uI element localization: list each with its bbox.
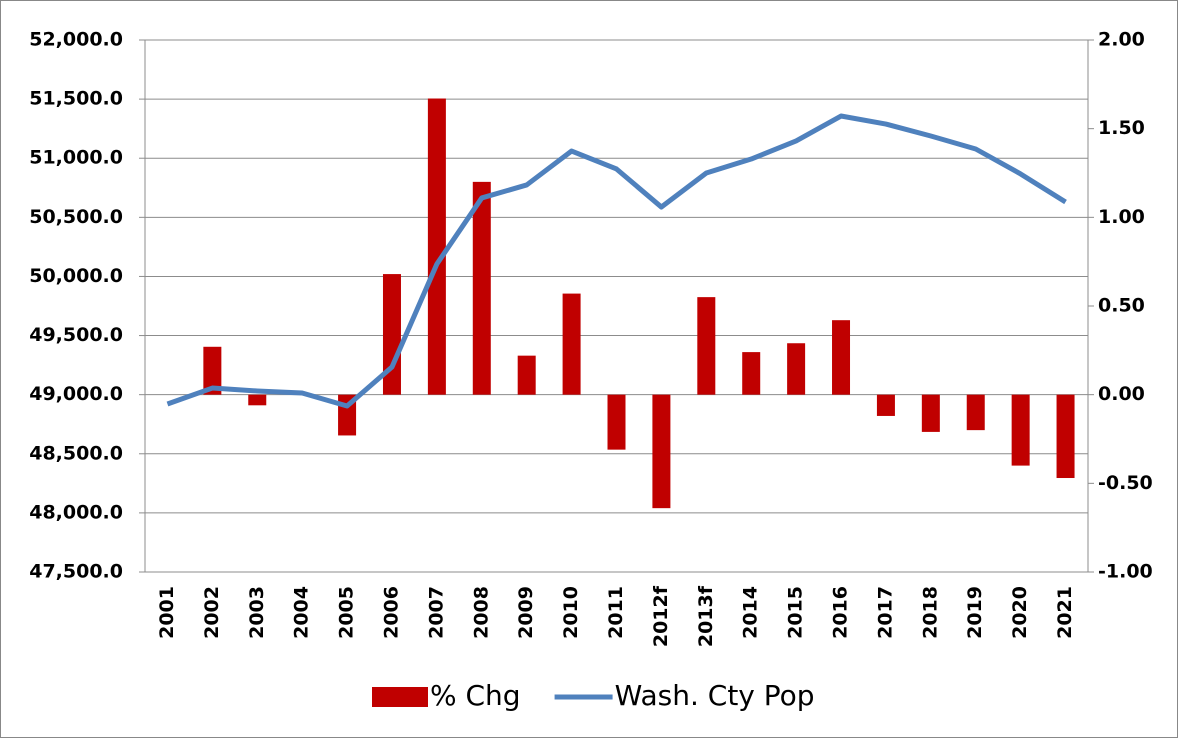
y-tick-label: 51,500.0	[29, 88, 123, 110]
x-tick-label: 2002	[201, 586, 223, 639]
x-tick-label: 2004	[291, 586, 313, 639]
x-tick-label: 2006	[380, 586, 402, 639]
y2-tick-label: -1.00	[1098, 561, 1153, 583]
y2-tick-label: 2.00	[1098, 29, 1145, 51]
y-tick-label: 48,000.0	[29, 501, 123, 523]
x-tick-label: 2019	[964, 586, 986, 639]
bar	[427, 98, 446, 395]
x-tick-label: 2021	[1054, 586, 1076, 639]
y-tick-label: 50,000.0	[29, 265, 123, 287]
bar	[472, 181, 491, 395]
y-tick-label: 52,000.0	[29, 29, 123, 51]
x-tick-label: 2003	[246, 586, 268, 639]
x-tick-label: 2001	[156, 586, 178, 639]
bar	[1056, 394, 1075, 479]
bar	[1011, 394, 1030, 466]
bar	[876, 394, 895, 416]
x-tick-label: 2012f	[650, 585, 672, 647]
y-tick-label: 50,500.0	[29, 206, 123, 228]
line	[166, 113, 1067, 409]
x-tick-label: 2015	[785, 586, 807, 639]
x-tick-label: 2008	[470, 586, 492, 639]
y-tick-label: 48,500.0	[29, 442, 123, 464]
bar	[921, 394, 940, 432]
x-tick-label: 2016	[830, 586, 852, 639]
bar	[652, 394, 671, 509]
x-tick-label: 2010	[560, 586, 582, 639]
bar	[787, 343, 806, 395]
bar	[697, 297, 716, 395]
x-tick-label: 2011	[605, 586, 627, 639]
bar	[607, 394, 626, 450]
legend-label: Wash. Cty Pop	[615, 679, 815, 712]
x-tick-label: 2018	[919, 586, 941, 639]
x-tick-label: 2013f	[695, 585, 717, 647]
x-tick-label: 2005	[336, 586, 358, 639]
y2-tick-label: 0.00	[1098, 383, 1145, 405]
x-tick-label: 2014	[740, 586, 762, 639]
bar	[517, 355, 536, 395]
y-tick-label: 51,000.0	[29, 147, 123, 169]
bar	[203, 346, 222, 395]
y-tick-label: 47,500.0	[29, 561, 123, 583]
bar	[742, 352, 761, 395]
legend-swatch	[372, 687, 428, 707]
bar	[832, 320, 851, 395]
x-tick-label: 2017	[874, 586, 896, 639]
bar	[562, 293, 581, 395]
x-tick-label: 2020	[1009, 586, 1031, 639]
bar	[966, 394, 985, 431]
bar	[248, 394, 267, 406]
y2-tick-label: 1.50	[1098, 117, 1145, 139]
legend-label: % Chg	[430, 679, 521, 712]
y2-tick-label: -0.50	[1098, 472, 1153, 494]
x-tick-label: 2007	[425, 586, 447, 639]
y2-tick-label: 1.00	[1098, 206, 1145, 228]
y-tick-label: 49,500.0	[29, 324, 123, 346]
x-tick-label: 2009	[515, 586, 537, 639]
bar	[382, 274, 401, 395]
y-tick-label: 49,000.0	[29, 383, 123, 405]
y2-tick-label: 0.50	[1098, 295, 1145, 317]
